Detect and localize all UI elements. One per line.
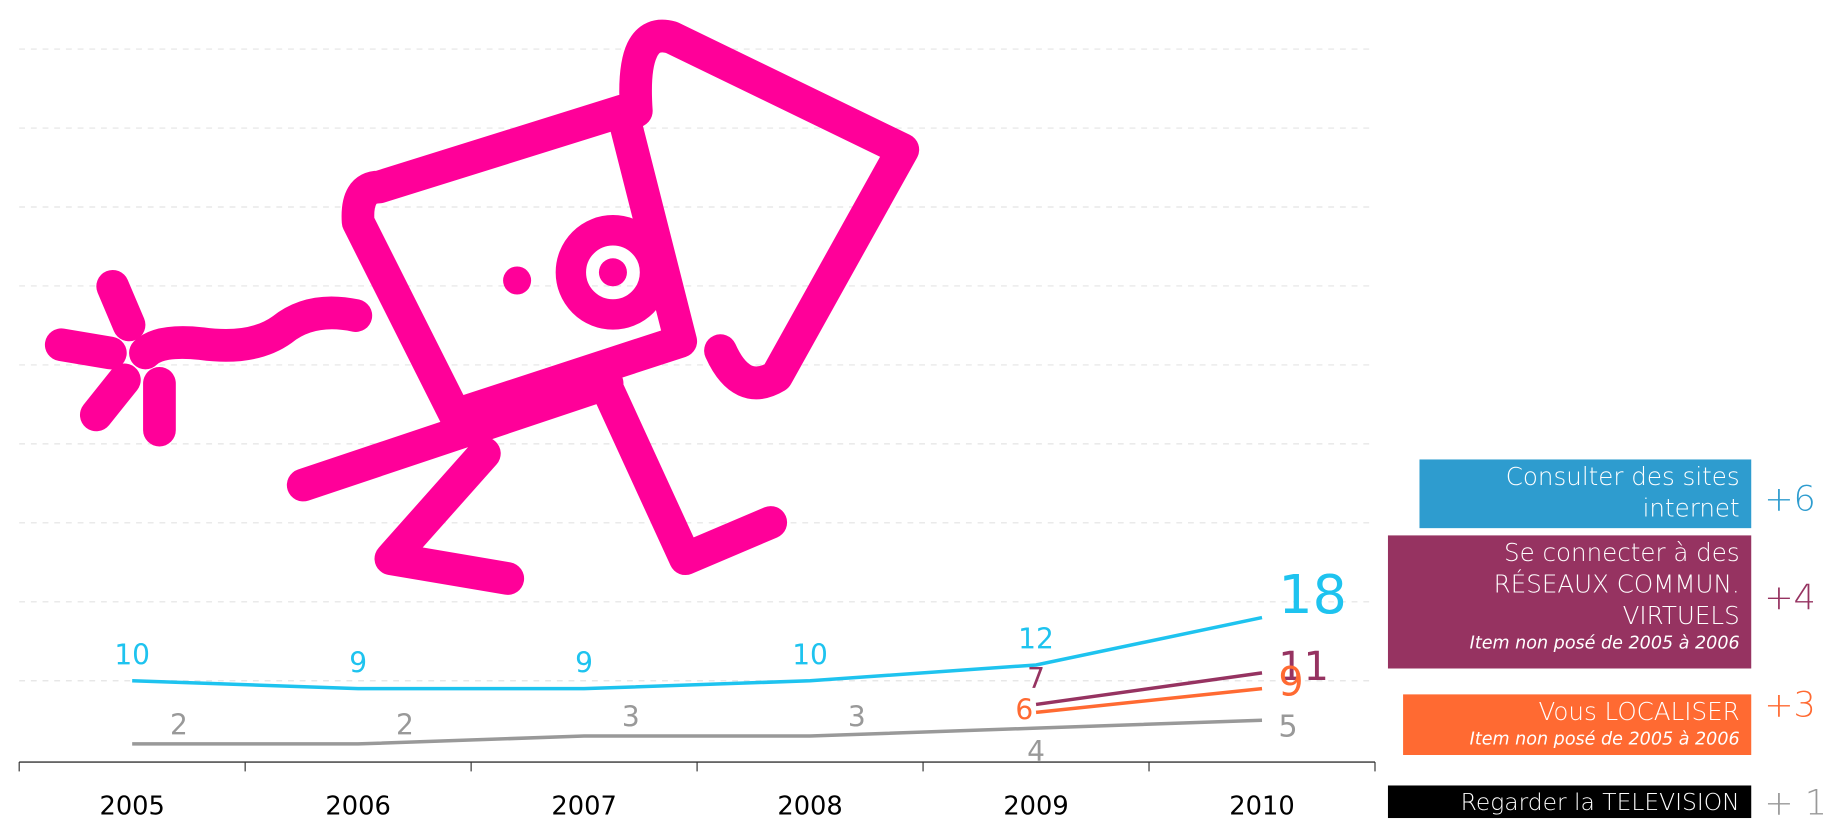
data-label: 7	[1027, 662, 1045, 695]
legend-item: Se connecter à des RÉSEAUX COMMUN. VIRTU…	[1387, 535, 1752, 669]
data-label: 3	[848, 701, 866, 734]
x-tick-label: 2005	[99, 792, 164, 822]
change-label: +3	[1764, 684, 1816, 725]
data-label: 9	[349, 646, 367, 679]
legend-box: Regarder la TELEVISION	[1387, 785, 1752, 819]
series-line	[132, 615, 1263, 691]
data-label: 11	[1278, 644, 1329, 690]
data-label: 9	[1278, 660, 1303, 706]
x-tick-label: 2010	[1229, 792, 1294, 822]
data-label: 18	[1278, 563, 1346, 626]
x-tick-label: 2009	[1003, 792, 1068, 822]
legend-label: Vous LOCALISER	[1538, 697, 1740, 726]
data-label: 12	[1018, 623, 1054, 656]
change-label: + 1	[1764, 783, 1827, 824]
x-tick-label: 2008	[777, 792, 842, 822]
data-label: 4	[1027, 735, 1045, 768]
data-label: 2	[170, 709, 188, 742]
data-label: 10	[114, 638, 150, 671]
legend-item: Regarder la TELEVISION	[1387, 785, 1752, 819]
series-line	[132, 718, 1263, 746]
data-label: 9	[575, 646, 593, 679]
data-label: 10	[792, 638, 828, 671]
series-line	[1035, 686, 1263, 715]
x-tick-label: 2006	[325, 792, 390, 822]
legend-label: Consulter des sites internet	[1505, 462, 1740, 523]
legend-label: Regarder la TELEVISION	[1460, 787, 1740, 816]
legend-box: Consulter des sites internet	[1419, 459, 1752, 529]
mascot-eye	[503, 266, 532, 295]
legend-box: Se connecter à des RÉSEAUX COMMUN. VIRTU…	[1387, 535, 1752, 669]
legend-note: Item non posé de 2005 à 2006	[1469, 728, 1740, 750]
change-label: +6	[1764, 479, 1816, 520]
legend-label: Se connecter à des RÉSEAUX COMMUN. VIRTU…	[1493, 538, 1740, 630]
legend-note: Item non posé de 2005 à 2006	[1469, 632, 1740, 654]
series-line	[1035, 671, 1263, 707]
mascot-pupil	[598, 258, 627, 287]
data-label: 2	[396, 709, 414, 742]
legend-item: Consulter des sites internet	[1419, 459, 1752, 529]
mascot	[44, 19, 920, 595]
change-label: +4	[1764, 577, 1816, 618]
x-tick-label: 2007	[551, 792, 616, 822]
legend-box: Vous LOCALISER Item non posé de 2005 à 20…	[1403, 694, 1752, 756]
data-label: 3	[622, 701, 640, 734]
data-label: 6	[1015, 693, 1033, 726]
data-label: 5	[1278, 710, 1297, 745]
